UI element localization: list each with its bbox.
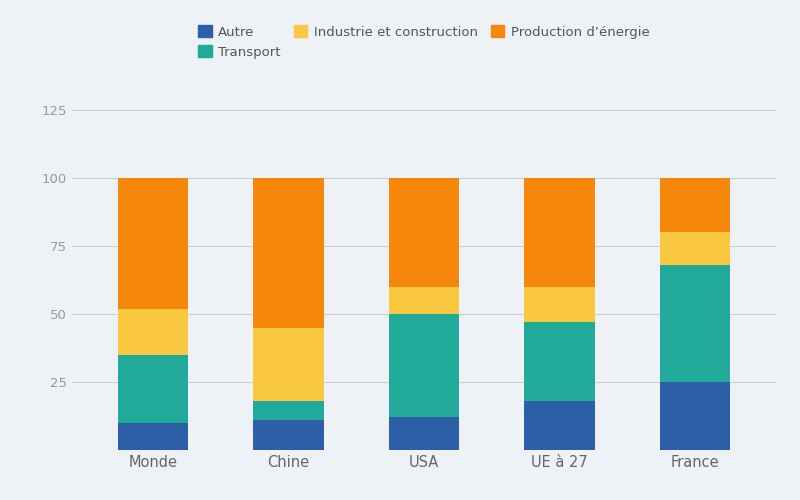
Bar: [254, 178, 324, 328]
Bar: [118, 355, 189, 423]
Bar: [254, 401, 324, 420]
Bar: [254, 420, 324, 450]
Legend: Autre, Transport, Industrie et construction, Production d’énergie: Autre, Transport, Industrie et construct…: [194, 22, 654, 63]
Bar: [524, 287, 594, 322]
Bar: [389, 287, 459, 314]
Bar: [389, 178, 459, 287]
Bar: [659, 265, 730, 382]
Bar: [254, 328, 324, 401]
Bar: [524, 401, 594, 450]
Bar: [389, 314, 459, 418]
Bar: [659, 232, 730, 265]
Bar: [118, 178, 189, 308]
Bar: [524, 178, 594, 287]
Bar: [659, 382, 730, 450]
Bar: [659, 178, 730, 233]
Bar: [524, 322, 594, 401]
Bar: [389, 418, 459, 450]
Bar: [118, 423, 189, 450]
Bar: [118, 308, 189, 355]
